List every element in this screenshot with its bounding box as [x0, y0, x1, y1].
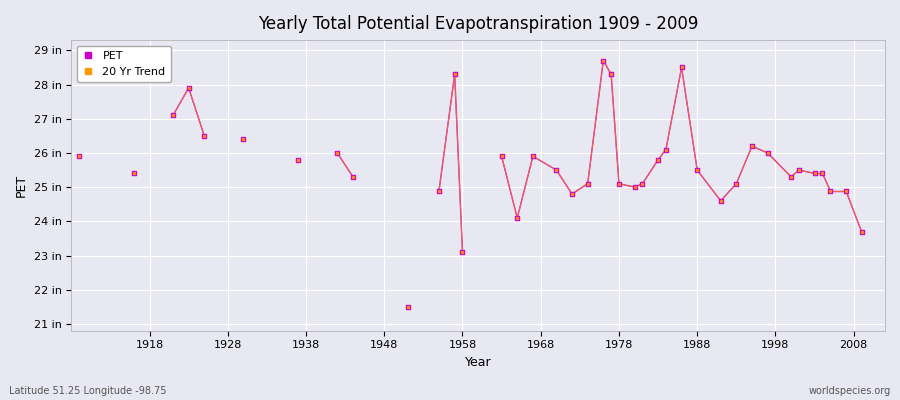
Point [760, 150, 775, 156]
Point [565, 191, 580, 197]
Point [510, 215, 525, 221]
Legend: PET, 20 Yr Trend: PET, 20 Yr Trend [76, 46, 171, 82]
Point [127, 170, 141, 177]
Point [526, 153, 540, 160]
Point [745, 143, 760, 149]
Point [784, 174, 798, 180]
Point [197, 133, 211, 139]
Point [612, 180, 626, 187]
Point [651, 156, 665, 163]
X-axis label: Year: Year [464, 356, 491, 369]
Point [580, 180, 595, 187]
Point [596, 58, 610, 64]
Point [236, 136, 250, 142]
Point [807, 170, 822, 177]
Point [400, 304, 415, 310]
Point [236, 136, 250, 142]
Point [815, 170, 830, 177]
Point [627, 184, 642, 190]
Y-axis label: PET: PET [15, 174, 28, 197]
Point [823, 187, 837, 194]
Point [432, 187, 446, 194]
Point [72, 153, 86, 160]
Point [823, 187, 837, 194]
Point [291, 156, 305, 163]
Point [346, 174, 360, 180]
Point [330, 150, 345, 156]
Point [197, 133, 211, 139]
Point [166, 112, 180, 118]
Point [729, 180, 743, 187]
Point [182, 85, 196, 91]
Point [635, 180, 650, 187]
Point [400, 304, 415, 310]
Point [604, 71, 618, 78]
Point [447, 71, 462, 78]
Point [854, 228, 868, 235]
Point [839, 187, 853, 194]
Point [651, 156, 665, 163]
Point [494, 153, 508, 160]
Text: worldspecies.org: worldspecies.org [809, 386, 891, 396]
Point [674, 64, 688, 71]
Point [714, 198, 728, 204]
Point [549, 167, 563, 173]
Point [760, 150, 775, 156]
Point [291, 156, 305, 163]
Point [526, 153, 540, 160]
Point [674, 64, 688, 71]
Point [815, 170, 830, 177]
Point [494, 153, 508, 160]
Point [432, 187, 446, 194]
Point [127, 170, 141, 177]
Point [627, 184, 642, 190]
Point [659, 146, 673, 153]
Point [455, 249, 470, 255]
Point [690, 167, 705, 173]
Point [659, 146, 673, 153]
Point [182, 85, 196, 91]
Point [792, 167, 806, 173]
Point [330, 150, 345, 156]
Title: Yearly Total Potential Evapotranspiration 1909 - 2009: Yearly Total Potential Evapotranspiratio… [258, 15, 698, 33]
Point [714, 198, 728, 204]
Point [549, 167, 563, 173]
Point [839, 187, 853, 194]
Point [635, 180, 650, 187]
Point [510, 215, 525, 221]
Point [166, 112, 180, 118]
Point [346, 174, 360, 180]
Point [612, 180, 626, 187]
Point [784, 174, 798, 180]
Point [580, 180, 595, 187]
Point [807, 170, 822, 177]
Point [745, 143, 760, 149]
Point [447, 71, 462, 78]
Point [729, 180, 743, 187]
Point [565, 191, 580, 197]
Point [690, 167, 705, 173]
Point [604, 71, 618, 78]
Point [72, 153, 86, 160]
Point [596, 58, 610, 64]
Text: Latitude 51.25 Longitude -98.75: Latitude 51.25 Longitude -98.75 [9, 386, 166, 396]
Point [792, 167, 806, 173]
Point [455, 249, 470, 255]
Point [854, 228, 868, 235]
